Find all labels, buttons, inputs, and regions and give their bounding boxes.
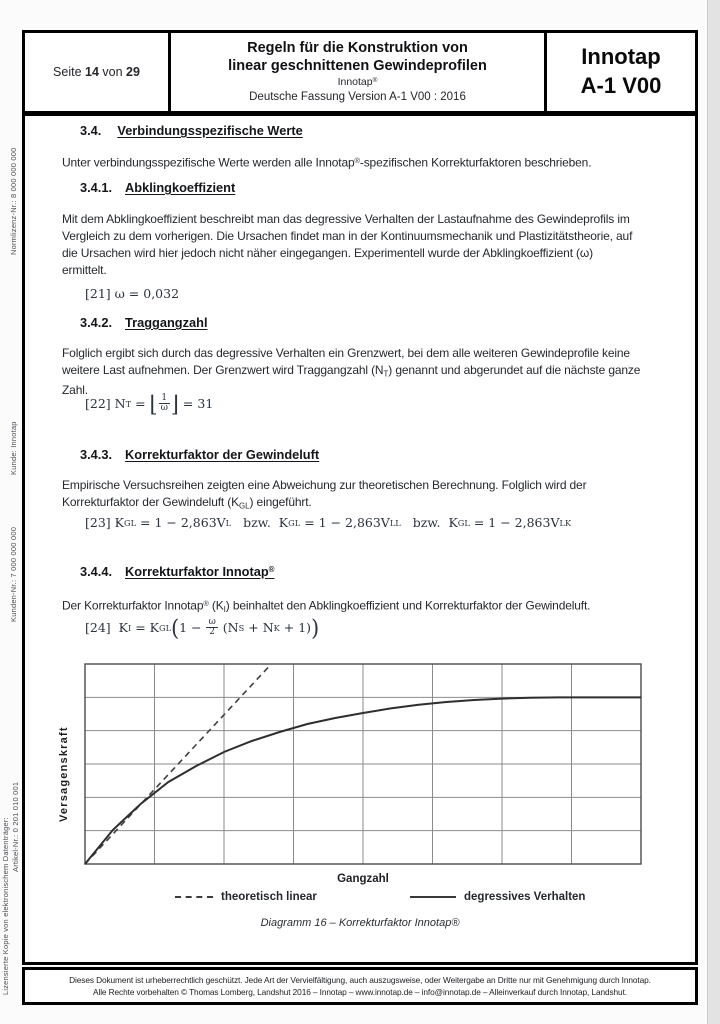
- chart-y-axis-label: Versagenskraft: [58, 726, 70, 822]
- legend-item-theoretical: theoretisch linear: [175, 891, 317, 903]
- chart-caption: Diagramm 16 – Korrekturfaktor Innotap®: [260, 917, 460, 929]
- section-number: 3.4.2.: [80, 315, 113, 330]
- margin-note-license-note: Lizensierte Kopie von elektronischem Dat…: [1, 817, 10, 995]
- section-heading-3-4-1: 3.4.1. Abklingkoeffizient: [80, 180, 235, 195]
- paragraph-traggangzahl: Folglich ergibt sich durch das degressiv…: [62, 346, 641, 398]
- brand-logo-line1: Innotap: [581, 44, 661, 70]
- section-number: 3.4.3.: [80, 447, 113, 462]
- legend-item-degressive: degressives Verhalten: [410, 891, 585, 903]
- margin-note-customer: Kunde: Innotap: [9, 421, 18, 475]
- chart-x-axis-label: Gangzahl: [337, 873, 389, 885]
- page-number-label: Seite 14 von 29: [53, 65, 140, 79]
- brand-logo-cell: Innotap A-1 V00: [547, 33, 695, 111]
- document-title-brand: Innotap®: [337, 76, 378, 89]
- footer-copyright-line1: Dieses Dokument ist urheberrechtlich ges…: [69, 974, 651, 985]
- margin-note-customer-number: Kunden-Nr.: 7 000 000 000: [9, 526, 18, 622]
- legend-label: theoretisch linear: [221, 891, 317, 903]
- section-heading-3-4-3: 3.4.3. Korrekturfaktor der Gewindeluft: [80, 447, 319, 462]
- section-number: 3.4.1.: [80, 180, 113, 195]
- page-number-cell: Seite 14 von 29: [25, 33, 171, 111]
- content-frame: 3.4. Verbindungsspezifische Werte Unter …: [22, 113, 698, 965]
- document-title-version: Deutsche Fassung Version A-1 V00 : 2016: [249, 91, 466, 104]
- dashed-line-marker: [175, 896, 213, 898]
- section-title: Korrekturfaktor der Gewindeluft: [125, 447, 320, 462]
- section-title: Traggangzahl: [125, 315, 208, 330]
- section-title: Korrekturfaktor Innotap®: [125, 564, 275, 579]
- margin-note-article-number: Artikel-Nr.: 0 201 010 001: [11, 781, 20, 872]
- document-title-cell: Regeln für die Konstruktion von linear g…: [171, 33, 547, 111]
- section-title: Abklingkoeffizient: [125, 180, 236, 195]
- margin-note-norm-license: Normlizenz-Nr.: 8 000 000 000: [9, 147, 18, 255]
- brand-logo-line2: A-1 V00: [580, 73, 662, 98]
- section-heading-3-4-2: 3.4.2. Traggangzahl: [80, 315, 208, 330]
- formula-21: [21] ω = 0,032: [85, 286, 180, 301]
- section-heading-3-4: 3.4. Verbindungsspezifische Werte: [80, 123, 303, 138]
- paragraph-gewindeluft: Empirische Versuchsreihen zeigten eine A…: [62, 478, 587, 511]
- footer-bar: Dieses Dokument ist urheberrechtlich ges…: [22, 967, 698, 1005]
- footer-copyright-line2: Alle Rechte vorbehalten © Thomas Lomberg…: [93, 987, 627, 997]
- paragraph-abklingkoeffizient: Mit dem Abklingkoeffizient beschreibt ma…: [62, 212, 633, 277]
- legend-label: degressives Verhalten: [464, 891, 586, 903]
- solid-line-marker: [410, 896, 456, 898]
- section-heading-3-4-4: 3.4.4. Korrekturfaktor Innotap®: [80, 564, 275, 579]
- page-edge-shadow: [707, 0, 720, 1024]
- paragraph-intro: Unter verbindungsspezifische Werte werde…: [62, 155, 592, 170]
- chart-diagram-16: [84, 663, 642, 865]
- document-title-line1: Regeln für die Konstruktion von: [247, 39, 468, 56]
- section-number: 3.4.4.: [80, 564, 113, 579]
- document-title-line2: linear geschnittenen Gewindeprofilen: [228, 57, 487, 74]
- paragraph-korrekturfaktor-innotap: Der Korrekturfaktor Innotap® (KI) beinha…: [62, 598, 591, 615]
- section-number: 3.4.: [80, 123, 102, 138]
- formula-23: [23] K GL = 1 − 2,863V L bzw. K GL = 1 − 2,…: [85, 515, 572, 530]
- section-title: Verbindungsspezifische Werte: [117, 123, 303, 138]
- header-table: Seite 14 von 29 Regeln für die Konstrukt…: [22, 30, 698, 114]
